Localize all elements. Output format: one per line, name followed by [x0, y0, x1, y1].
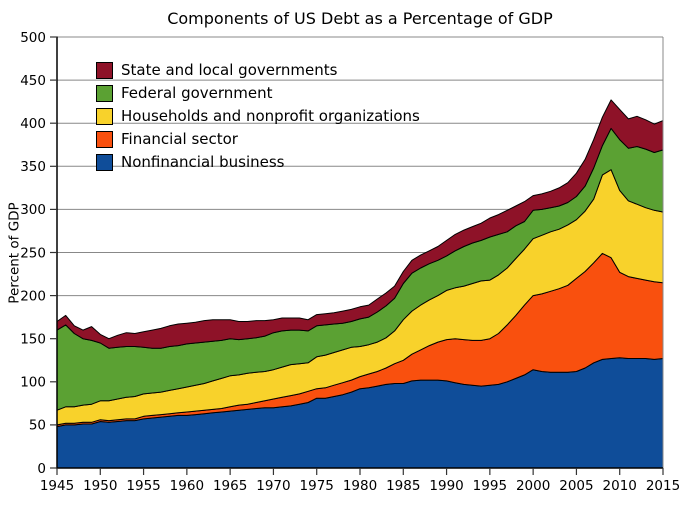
legend-item-financial-sector: Financial sector	[96, 131, 420, 148]
x-tick-label: 2015	[646, 478, 680, 494]
x-tick-label: 1970	[256, 478, 290, 494]
x-tick-label: 2010	[603, 478, 637, 494]
y-tick-label: 250	[20, 245, 46, 261]
x-tick-label: 1950	[83, 478, 117, 494]
legend-item-state-and-local-governments: State and local governments	[96, 62, 420, 79]
legend-label: Federal government	[121, 84, 273, 102]
x-tick-label: 1960	[170, 478, 204, 494]
legend-item-nonfinancial-business: Nonfinancial business	[96, 154, 420, 171]
chart-title: Components of US Debt as a Percentage of…	[167, 9, 553, 28]
y-tick-label: 200	[20, 288, 46, 304]
y-tick-label: 100	[20, 375, 46, 391]
x-tick-label: 1990	[429, 478, 463, 494]
y-tick-label: 500	[20, 30, 46, 46]
legend-swatch-nonfinancial-business	[96, 154, 113, 171]
legend: State and local governments Federal gover…	[96, 62, 420, 177]
y-tick-label: 300	[20, 202, 46, 218]
x-tick-label: 1980	[343, 478, 377, 494]
x-tick-label: 1955	[126, 478, 160, 494]
y-tick-label: 50	[29, 418, 46, 434]
legend-item-federal-government: Federal government	[96, 85, 420, 102]
legend-label: State and local governments	[121, 61, 338, 79]
x-tick-label: 2000	[516, 478, 550, 494]
y-tick-label: 150	[20, 332, 46, 348]
x-tick-label: 1965	[213, 478, 247, 494]
y-axis-title: Percent of GDP	[7, 201, 24, 304]
legend-swatch-federal-government	[96, 85, 113, 102]
legend-label: Financial sector	[121, 130, 238, 148]
x-tick-label: 1995	[473, 478, 507, 494]
x-tick-label: 1975	[300, 478, 334, 494]
legend-item-households-and-nonprofit-organizations: Households and nonprofit organizations	[96, 108, 420, 125]
y-tick-label: 0	[37, 461, 46, 477]
x-tick-label: 1945	[40, 478, 74, 494]
x-tick-label: 2005	[559, 478, 593, 494]
legend-swatch-state-and-local-governments	[96, 62, 113, 79]
legend-label: Nonfinancial business	[121, 153, 285, 171]
y-tick-label: 450	[20, 73, 46, 89]
y-axis-title-wrap: Percent of GDP	[2, 37, 28, 468]
x-tick-label: 1985	[386, 478, 420, 494]
y-tick-label: 400	[20, 116, 46, 132]
legend-swatch-financial-sector	[96, 131, 113, 148]
legend-label: Households and nonprofit organizations	[121, 107, 420, 125]
y-tick-label: 350	[20, 159, 46, 175]
legend-swatch-households-and-nonprofit-organizations	[96, 108, 113, 125]
